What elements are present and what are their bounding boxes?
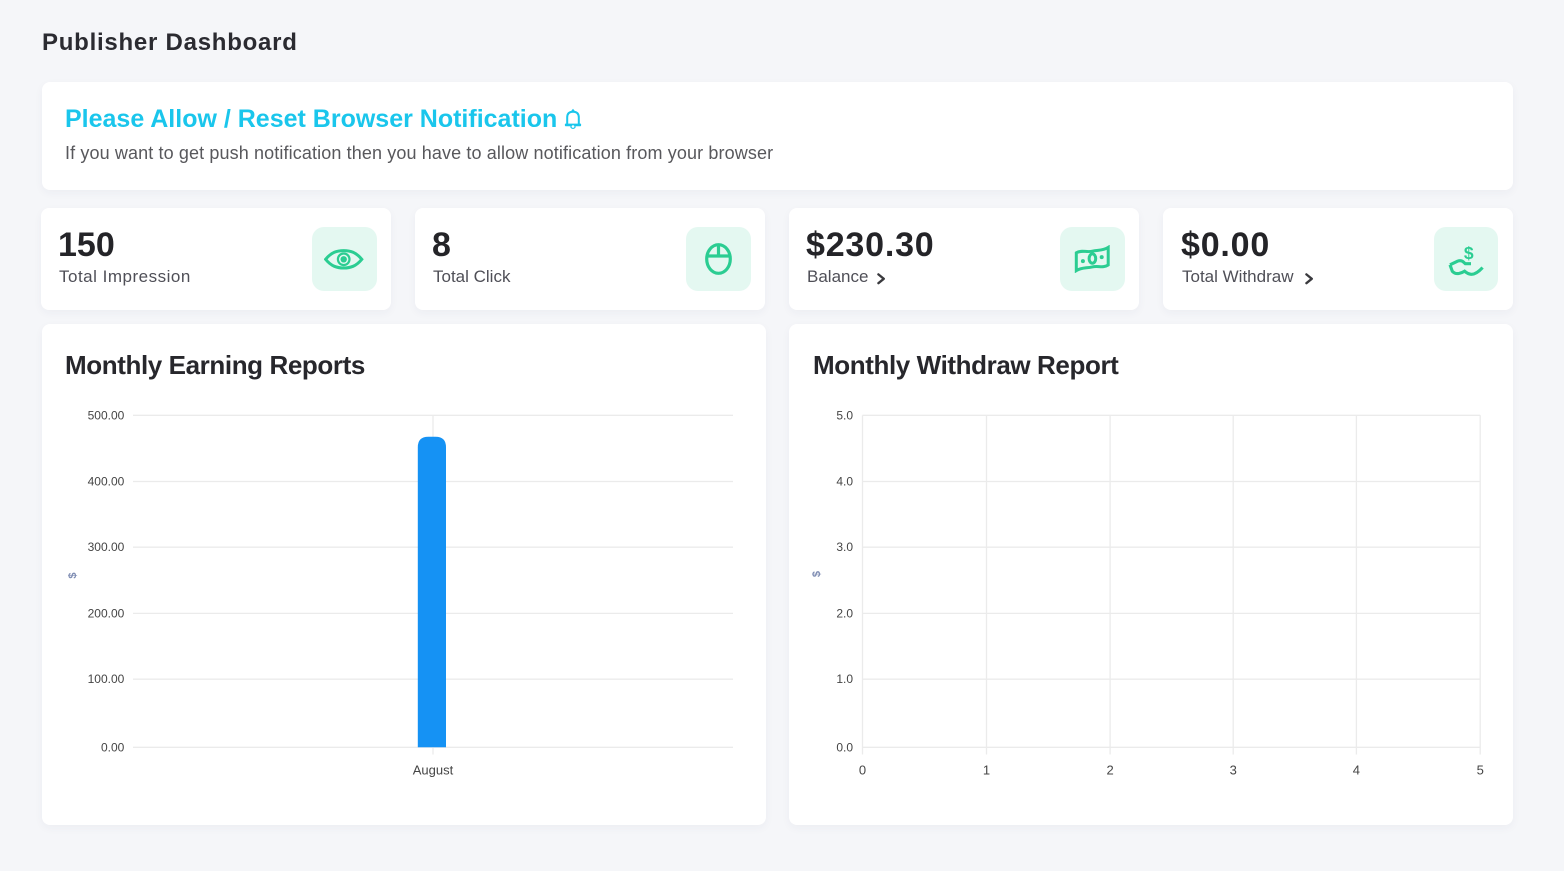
svg-text:4: 4: [1353, 762, 1360, 777]
svg-text:100.00: 100.00: [88, 672, 125, 686]
svg-text:1: 1: [983, 762, 990, 777]
svg-text:400.00: 400.00: [88, 475, 125, 489]
svg-text:5: 5: [1477, 762, 1484, 777]
svg-text:5.0: 5.0: [836, 408, 853, 422]
svg-text:August: August: [413, 762, 454, 777]
svg-text:300.00: 300.00: [88, 540, 125, 554]
svg-text:$: $: [811, 571, 823, 577]
svg-text:3: 3: [1230, 762, 1237, 777]
svg-text:500.00: 500.00: [88, 408, 125, 422]
svg-text:0.0: 0.0: [836, 740, 853, 754]
svg-text:$: $: [1464, 243, 1474, 263]
svg-text:3.0: 3.0: [836, 540, 853, 554]
svg-text:200.00: 200.00: [88, 606, 125, 620]
svg-text:1.0: 1.0: [836, 672, 853, 686]
svg-text:2.0: 2.0: [836, 606, 853, 620]
svg-text:2: 2: [1106, 762, 1113, 777]
svg-text:$: $: [67, 572, 79, 578]
svg-text:4.0: 4.0: [836, 475, 853, 489]
svg-text:0.00: 0.00: [101, 740, 125, 754]
svg-text:0: 0: [859, 762, 866, 777]
